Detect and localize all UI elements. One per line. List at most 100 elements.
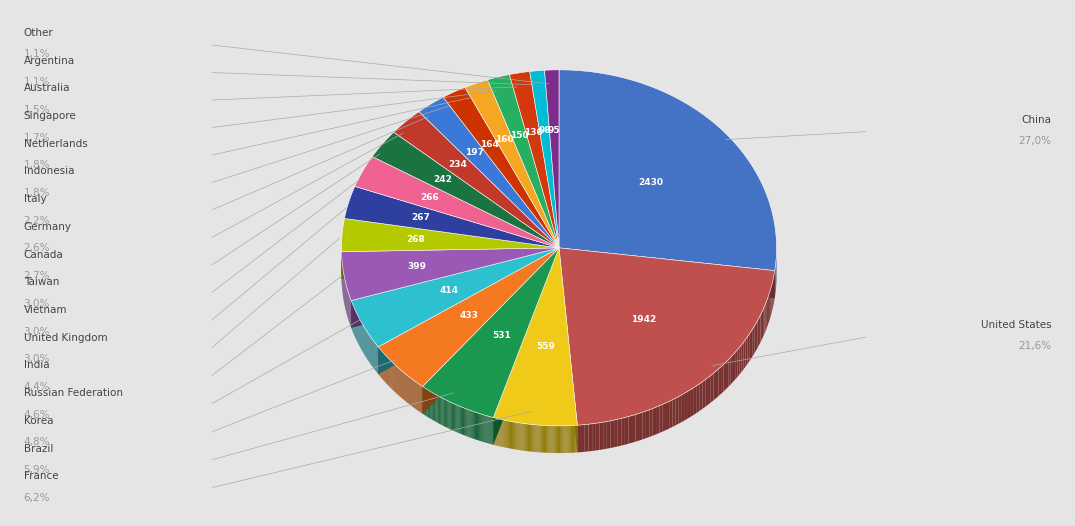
Polygon shape [764, 304, 765, 333]
Polygon shape [756, 320, 758, 350]
Text: Vietnam: Vietnam [24, 305, 67, 315]
Text: 399: 399 [407, 262, 427, 271]
Polygon shape [673, 398, 675, 427]
Polygon shape [342, 248, 559, 279]
Polygon shape [352, 248, 559, 328]
Polygon shape [632, 414, 635, 443]
Text: 2,6%: 2,6% [24, 244, 51, 254]
Text: 95: 95 [548, 126, 560, 135]
Text: 266: 266 [420, 193, 439, 201]
Polygon shape [742, 342, 744, 372]
Text: 268: 268 [406, 235, 426, 244]
Text: 4,4%: 4,4% [24, 382, 51, 392]
Polygon shape [577, 425, 581, 452]
Polygon shape [553, 426, 554, 453]
Polygon shape [618, 418, 621, 447]
Text: Netherlands: Netherlands [24, 139, 87, 149]
Polygon shape [611, 420, 614, 448]
Text: 234: 234 [448, 160, 468, 169]
Polygon shape [585, 424, 588, 452]
Text: 164: 164 [481, 140, 499, 149]
Text: 2,2%: 2,2% [24, 216, 51, 226]
Polygon shape [530, 70, 559, 248]
Polygon shape [646, 410, 649, 438]
Polygon shape [705, 378, 708, 407]
Polygon shape [555, 426, 556, 453]
Text: 559: 559 [536, 342, 555, 351]
Text: Indonesia: Indonesia [24, 166, 74, 176]
Polygon shape [716, 369, 718, 398]
Polygon shape [678, 394, 682, 423]
Polygon shape [342, 248, 559, 279]
Text: 1,5%: 1,5% [24, 105, 51, 115]
Polygon shape [559, 248, 577, 452]
Polygon shape [547, 426, 548, 453]
Polygon shape [493, 248, 577, 426]
Polygon shape [691, 388, 693, 417]
Text: Germany: Germany [24, 222, 72, 232]
Polygon shape [554, 426, 555, 453]
Polygon shape [744, 339, 745, 369]
Polygon shape [559, 248, 577, 452]
Polygon shape [702, 380, 705, 409]
Polygon shape [721, 365, 723, 394]
Polygon shape [560, 426, 561, 453]
Text: 136: 136 [524, 128, 542, 137]
Polygon shape [510, 72, 559, 248]
Polygon shape [596, 423, 600, 450]
Polygon shape [656, 406, 659, 434]
Polygon shape [603, 421, 607, 449]
Text: Taiwan: Taiwan [24, 277, 59, 287]
Text: 150: 150 [510, 130, 528, 139]
Polygon shape [559, 248, 775, 298]
Text: 3,0%: 3,0% [24, 355, 51, 365]
Text: 27,0%: 27,0% [1018, 136, 1051, 146]
Polygon shape [422, 248, 559, 413]
Polygon shape [588, 424, 592, 451]
Text: 5,9%: 5,9% [24, 465, 51, 475]
Text: 1,7%: 1,7% [24, 133, 51, 143]
Text: India: India [24, 360, 49, 370]
Polygon shape [749, 331, 751, 361]
Polygon shape [352, 248, 559, 328]
Text: China: China [1021, 115, 1051, 125]
Text: 197: 197 [464, 148, 484, 157]
Polygon shape [635, 413, 639, 442]
Polygon shape [666, 401, 670, 430]
Polygon shape [372, 132, 559, 248]
Text: 1,1%: 1,1% [24, 77, 51, 87]
Polygon shape [653, 407, 656, 436]
Text: Italy: Italy [24, 194, 46, 204]
Text: 414: 414 [440, 286, 459, 295]
Polygon shape [614, 419, 618, 447]
Polygon shape [422, 248, 559, 418]
Text: Canada: Canada [24, 249, 63, 260]
Polygon shape [763, 306, 764, 337]
Text: 242: 242 [433, 175, 452, 184]
Polygon shape [765, 300, 766, 331]
Text: Korea: Korea [24, 416, 53, 426]
Polygon shape [693, 386, 697, 414]
Text: 4,8%: 4,8% [24, 438, 51, 448]
Text: 98: 98 [539, 126, 550, 136]
Polygon shape [378, 248, 559, 374]
Polygon shape [649, 409, 653, 437]
Polygon shape [700, 382, 702, 411]
Polygon shape [729, 357, 731, 387]
Polygon shape [711, 373, 714, 402]
Polygon shape [697, 383, 700, 413]
Polygon shape [562, 426, 563, 453]
Polygon shape [629, 416, 632, 444]
Polygon shape [675, 397, 678, 426]
Text: 531: 531 [492, 331, 511, 340]
Text: 1,8%: 1,8% [24, 188, 51, 198]
Polygon shape [493, 248, 559, 445]
Text: 3,0%: 3,0% [24, 327, 51, 337]
Text: 1942: 1942 [631, 316, 656, 325]
Text: 1,1%: 1,1% [24, 49, 51, 59]
Polygon shape [592, 423, 596, 451]
Polygon shape [759, 315, 760, 345]
Polygon shape [419, 97, 559, 248]
Polygon shape [737, 347, 740, 377]
Polygon shape [752, 326, 755, 356]
